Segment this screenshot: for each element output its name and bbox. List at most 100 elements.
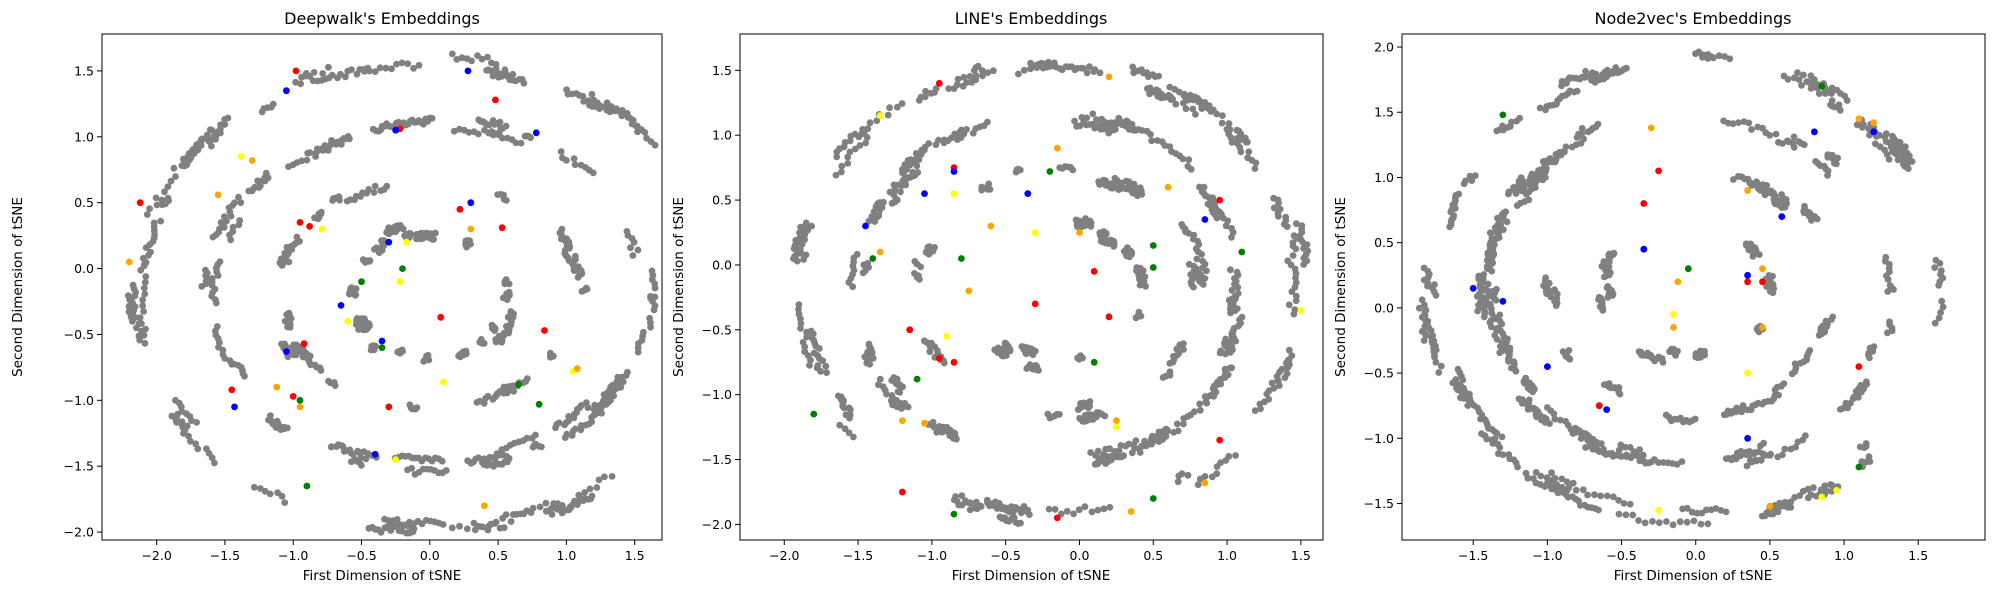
gray-point	[266, 490, 274, 498]
gray-point	[926, 348, 934, 356]
yellow-point	[1655, 506, 1662, 514]
gray-point	[458, 54, 466, 62]
gray-point	[355, 448, 363, 456]
gray-point	[1641, 519, 1649, 527]
gray-point	[977, 502, 985, 510]
blue-point	[1499, 297, 1507, 305]
gray-point	[845, 404, 853, 412]
gray-point	[1201, 473, 1209, 480]
gray-point	[1496, 349, 1504, 357]
gray-point	[319, 70, 327, 77]
gray-point	[1065, 63, 1073, 71]
orange-point	[1647, 124, 1655, 132]
blue-point	[532, 129, 540, 137]
x-tick-label: 0.0	[420, 548, 440, 563]
gray-point	[1790, 133, 1798, 141]
gray-point	[1147, 131, 1154, 138]
gray-point	[1089, 110, 1097, 118]
orange-point	[921, 419, 928, 427]
gray-point	[973, 498, 980, 506]
gray-point	[1791, 494, 1798, 501]
gray-point	[1415, 304, 1423, 312]
gray-point	[1729, 120, 1737, 128]
y-tick-label: 0.5	[1374, 235, 1394, 250]
blue-point	[1744, 271, 1751, 279]
gray-point	[591, 401, 599, 409]
gray-point	[865, 340, 873, 348]
gray-point	[1292, 292, 1300, 300]
gray-point	[1669, 521, 1677, 529]
gray-point	[1484, 280, 1492, 288]
gray-point	[1843, 97, 1851, 104]
gray-point	[890, 374, 898, 381]
gray-point	[570, 267, 578, 274]
gray-point	[1495, 234, 1503, 241]
orange-point	[296, 403, 304, 411]
gray-point	[180, 155, 187, 163]
gray-point	[523, 434, 531, 442]
gray-point	[1522, 469, 1530, 477]
gray-point	[1050, 60, 1058, 67]
gray-point	[325, 377, 332, 385]
gray-point	[1180, 415, 1188, 422]
gray-point	[1020, 66, 1028, 74]
gray-point	[1078, 64, 1085, 72]
gray-point	[845, 429, 853, 437]
gray-point	[1172, 100, 1180, 108]
y-tick-label: 1.5	[1374, 105, 1394, 120]
gray-point	[1701, 347, 1708, 355]
gray-point	[1275, 382, 1283, 389]
x-tick-label: 0.5	[1760, 548, 1780, 563]
gray-point	[954, 75, 962, 83]
gray-point	[1483, 256, 1491, 264]
gray-point	[1493, 285, 1500, 293]
gray-point	[1185, 260, 1193, 268]
gray-point	[1136, 281, 1144, 289]
gray-point	[1075, 506, 1083, 514]
gray-point	[1186, 91, 1194, 99]
gray-point	[180, 429, 187, 437]
yellow-point	[1744, 369, 1751, 377]
gray-point	[231, 199, 238, 207]
gray-point	[520, 79, 528, 87]
gray-point	[1779, 451, 1786, 459]
gray-point	[1222, 222, 1230, 230]
gray-point	[1031, 347, 1039, 355]
gray-point	[1763, 283, 1770, 290]
gray-point	[1493, 326, 1500, 334]
gray-point	[491, 520, 499, 527]
gray-point	[851, 145, 859, 153]
x-tick-label: 0.5	[488, 548, 508, 563]
gray-point	[529, 504, 537, 512]
gray-point	[298, 157, 306, 165]
gray-point	[1626, 500, 1634, 508]
gray-point	[1010, 506, 1017, 514]
gray-point	[141, 339, 149, 347]
gray-point	[1170, 429, 1178, 436]
gray-point	[1937, 267, 1945, 275]
blue-point	[1469, 284, 1477, 292]
y-tick-label: −1.0	[1364, 431, 1394, 446]
gray-point	[838, 162, 846, 170]
gray-point	[504, 73, 511, 80]
gray-point	[456, 522, 463, 530]
gray-point	[906, 161, 914, 169]
red-point	[1031, 300, 1039, 308]
gray-point	[1155, 438, 1163, 445]
gray-point	[1781, 445, 1789, 453]
gray-point	[523, 507, 531, 515]
x-tick-label: 0.0	[1070, 548, 1090, 563]
gray-point	[897, 188, 904, 196]
gray-point	[187, 437, 194, 445]
blue-point	[467, 199, 475, 207]
gray-point	[236, 217, 244, 224]
gray-point	[574, 274, 582, 281]
gray-point	[1889, 141, 1896, 148]
gray-point	[164, 194, 172, 202]
orange-point	[1105, 73, 1113, 81]
gray-point	[455, 352, 462, 360]
gray-point	[1446, 223, 1454, 231]
gray-point	[1860, 121, 1867, 129]
gray-point	[281, 423, 288, 431]
y-ticks: −2.0 −1.5 −1.0 −0.5 0.0 0.5 1.0 1.5	[702, 63, 740, 532]
